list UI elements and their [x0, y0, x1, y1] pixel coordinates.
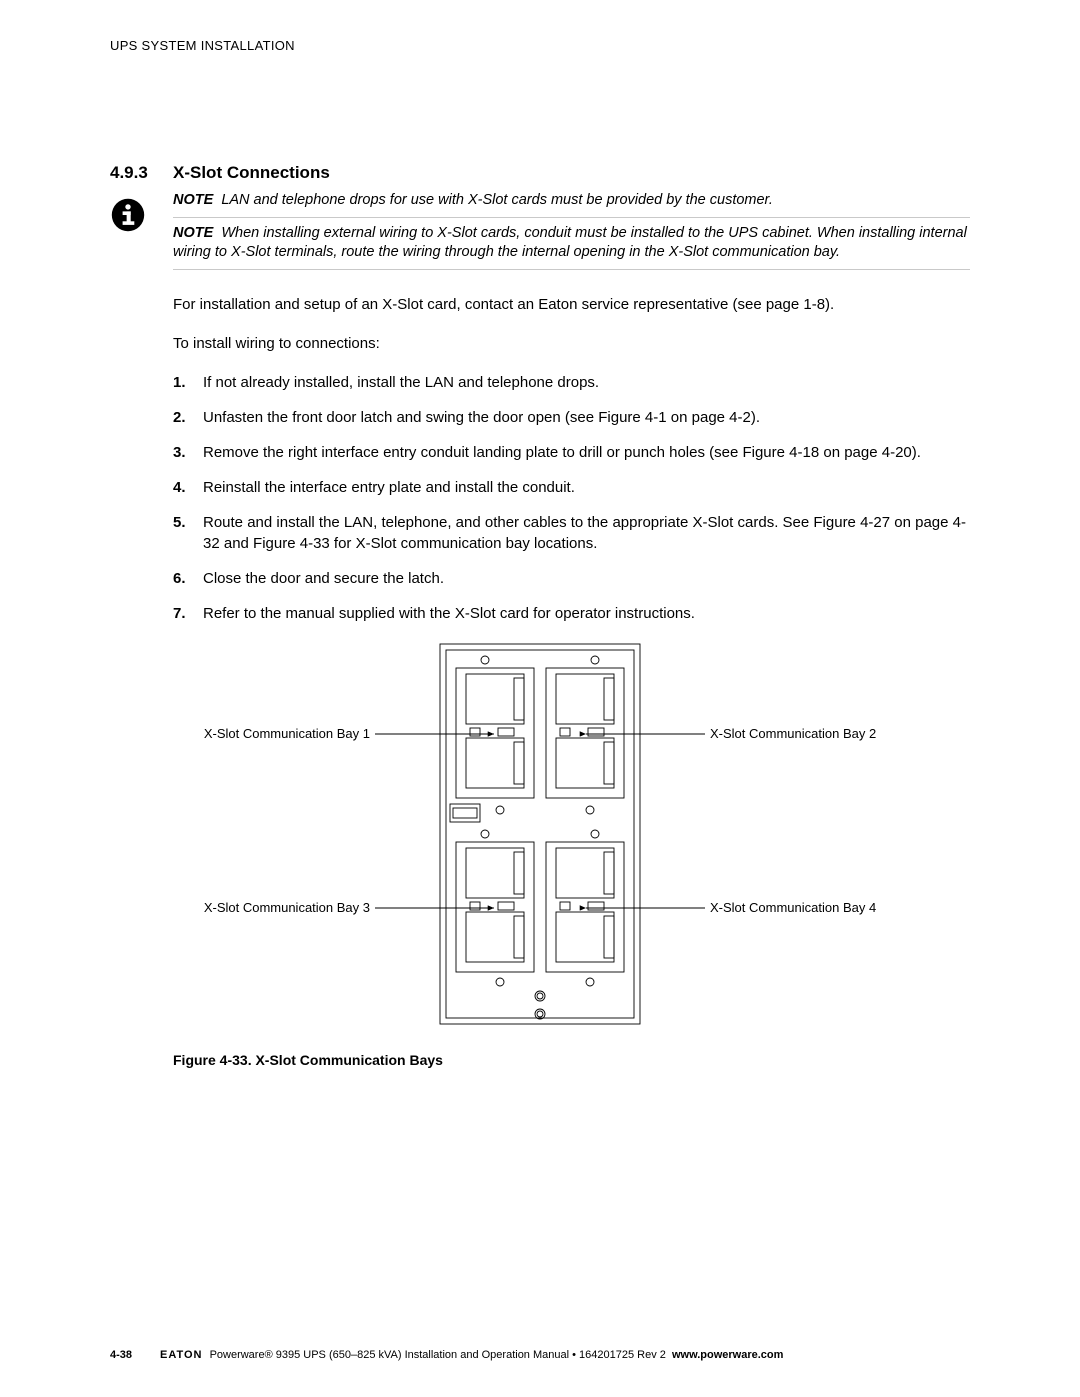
footer-manual: Powerware® 9395 UPS (650–825 kVA) Instal… — [210, 1349, 570, 1361]
callout-bay-4: X-Slot Communication Bay 4 — [710, 900, 876, 915]
note-1: NOTE LAN and telephone drops for use wit… — [173, 191, 970, 218]
figure-caption: Figure 4-33. X-Slot Communication Bays — [173, 1052, 970, 1068]
note-2: NOTE When installing external wiring to … — [173, 224, 970, 270]
footer-brand: EATON — [160, 1349, 203, 1361]
info-icon — [110, 191, 173, 276]
step-2: Unfasten the front door latch and swing … — [173, 407, 970, 428]
step-5: Route and install the LAN, telephone, an… — [173, 512, 970, 554]
note-1-label: NOTE — [173, 192, 213, 208]
notes-column: NOTE LAN and telephone drops for use wit… — [173, 191, 970, 276]
step-1: If not already installed, install the LA… — [173, 372, 970, 393]
figure-wrap: X-Slot Communication Bay 1 X-Slot Commun… — [110, 638, 970, 1068]
step-6: Close the door and secure the latch. — [173, 568, 970, 589]
footer-url: www.powerware.com — [672, 1349, 783, 1361]
figure-svg: X-Slot Communication Bay 1 X-Slot Commun… — [150, 638, 930, 1038]
footer-text: EATON Powerware® 9395 UPS (650–825 kVA) … — [160, 1349, 783, 1361]
note-1-text: LAN and telephone drops for use with X-S… — [221, 192, 773, 208]
note-2-label: NOTE — [173, 225, 213, 241]
intro-paragraph-1: For installation and setup of an X-Slot … — [173, 294, 970, 315]
install-steps: If not already installed, install the LA… — [173, 372, 970, 624]
step-4: Reinstall the interface entry plate and … — [173, 477, 970, 498]
section-number: 4.9.3 — [110, 163, 173, 183]
page-number: 4-38 — [110, 1349, 160, 1361]
notes-block: NOTE LAN and telephone drops for use wit… — [110, 191, 970, 276]
footer-docid: 164201725 Rev 2 — [579, 1349, 666, 1361]
intro-paragraph-2: To install wiring to connections: — [173, 333, 970, 354]
step-7: Refer to the manual supplied with the X-… — [173, 603, 970, 624]
page-footer: 4-38 EATON Powerware® 9395 UPS (650–825 … — [110, 1349, 970, 1361]
footer-sep: • — [572, 1349, 579, 1361]
callout-bay-3: X-Slot Communication Bay 3 — [204, 900, 370, 915]
body-column: For installation and setup of an X-Slot … — [173, 294, 970, 624]
page-root: UPS SYSTEM INSTALLATION 4.9.3 X-Slot Con… — [0, 0, 1080, 1397]
callout-bay-1: X-Slot Communication Bay 1 — [204, 726, 370, 741]
running-head: UPS SYSTEM INSTALLATION — [110, 38, 970, 53]
section-heading: 4.9.3 X-Slot Connections — [110, 163, 970, 183]
callout-bay-2: X-Slot Communication Bay 2 — [710, 726, 876, 741]
note-2-text: When installing external wiring to X-Slo… — [173, 225, 967, 261]
section-title: X-Slot Connections — [173, 163, 330, 183]
step-3: Remove the right interface entry conduit… — [173, 442, 970, 463]
